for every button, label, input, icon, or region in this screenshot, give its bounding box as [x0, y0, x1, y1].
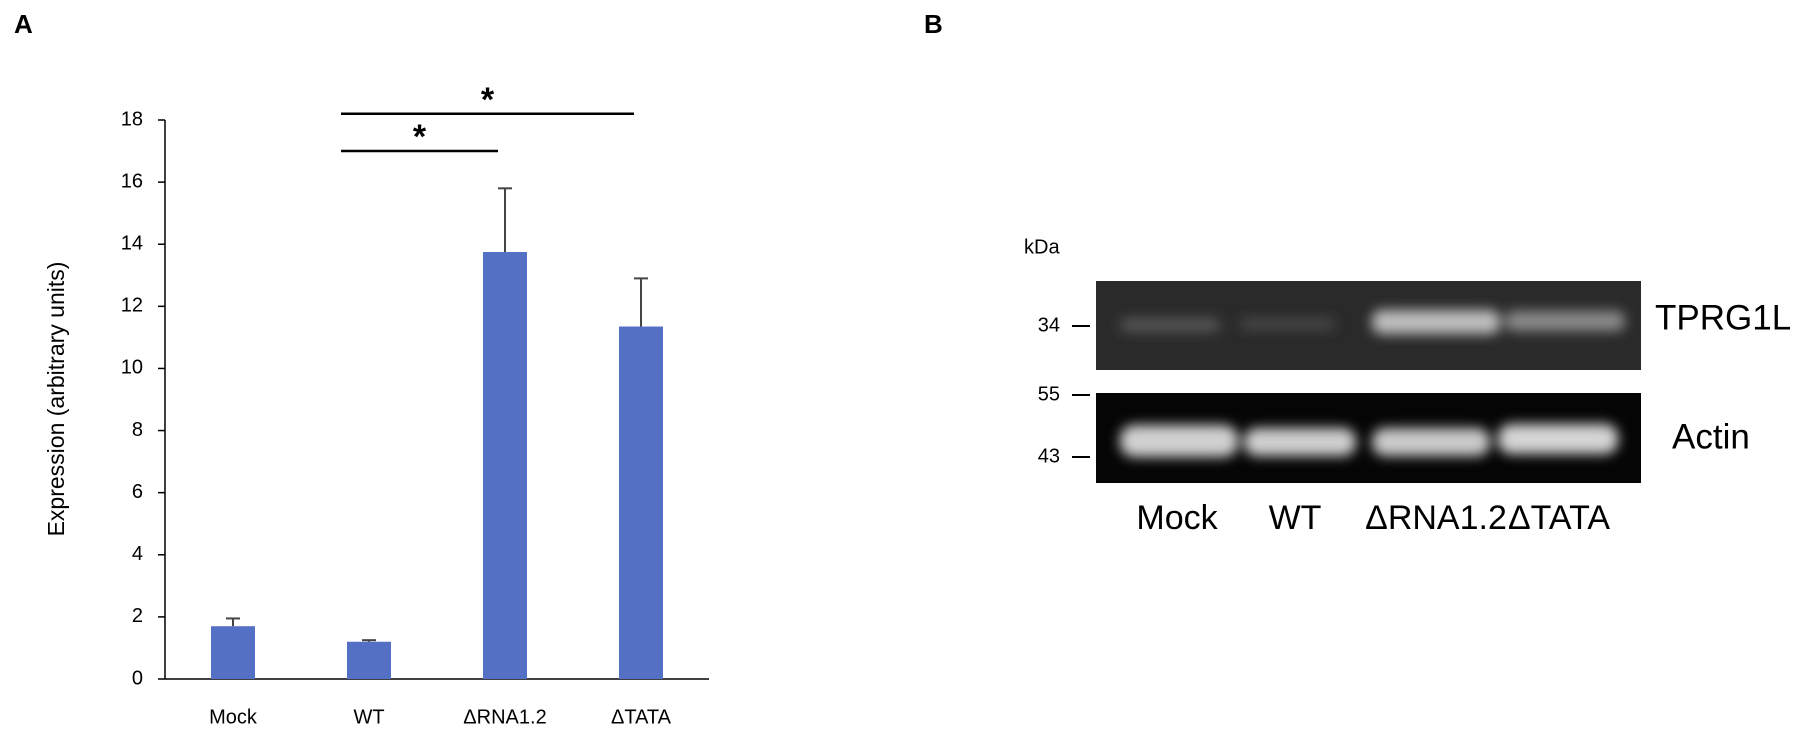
- error-bar: [226, 617, 240, 627]
- significance-label: *: [481, 81, 495, 119]
- marker-label: 55: [1038, 383, 1060, 405]
- y-tick-label: 12: [121, 295, 143, 317]
- band-label: Actin: [1672, 417, 1750, 456]
- marker-label: 34: [1038, 314, 1060, 336]
- y-tick-label: 10: [121, 357, 143, 379]
- error-bar: [634, 277, 648, 327]
- lane-label: ΔRNA1.2: [1365, 499, 1507, 537]
- y-tick-label: 6: [132, 481, 143, 503]
- blot-bottom-bands: [1120, 424, 1618, 457]
- y-tick-label: 8: [132, 419, 143, 441]
- lane-label: ΔTATA: [1508, 499, 1610, 537]
- x-tick-label: ΔRNA1.2: [463, 706, 546, 728]
- bar: [483, 251, 527, 679]
- error-bar: [362, 639, 376, 642]
- y-tick-label: 0: [132, 667, 143, 689]
- y-axis-label: Expression (arbitrary units): [43, 262, 69, 537]
- y-tick-label: 16: [121, 170, 143, 192]
- y-tick-label: 2: [132, 605, 143, 627]
- error-bar: [498, 187, 512, 252]
- y-tick-label: 14: [121, 233, 143, 255]
- marker-label: 43: [1038, 445, 1060, 467]
- panel-label: A: [14, 9, 33, 39]
- blot-top-bands: [1120, 310, 1625, 334]
- x-tick-label: WT: [353, 706, 384, 728]
- bar: [211, 626, 255, 679]
- panel-label: B: [924, 9, 943, 39]
- bar: [619, 326, 663, 679]
- bar: [347, 641, 391, 679]
- lane-label: Mock: [1136, 499, 1218, 537]
- x-tick-label: Mock: [209, 706, 258, 728]
- lane-label: WT: [1269, 499, 1322, 537]
- y-tick-label: 18: [121, 108, 143, 130]
- unit-label: kDa: [1024, 236, 1060, 258]
- x-tick-label: ΔTATA: [611, 706, 672, 728]
- significance-label: *: [413, 118, 427, 156]
- band-label: TPRG1L: [1655, 298, 1791, 337]
- y-tick-label: 4: [132, 543, 143, 565]
